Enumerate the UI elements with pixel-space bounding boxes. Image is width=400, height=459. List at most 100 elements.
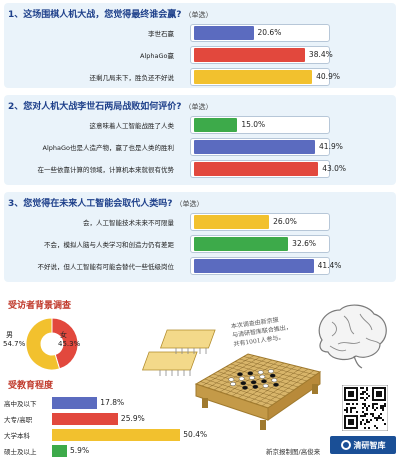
qr-module xyxy=(376,419,378,421)
bar xyxy=(194,48,305,62)
qr-module xyxy=(378,417,380,419)
pie-slice-female xyxy=(51,317,79,370)
qr-module xyxy=(360,393,362,395)
qr-module xyxy=(346,409,348,411)
qr-module xyxy=(368,395,370,397)
bar-value-label: 41.4% xyxy=(317,261,342,270)
qr-module xyxy=(346,407,348,409)
qr-module xyxy=(362,411,364,413)
black-stone xyxy=(247,371,254,376)
education-value-label: 25.9% xyxy=(120,414,145,423)
qr-module xyxy=(346,403,348,405)
education-value-label: 17.8% xyxy=(100,398,125,407)
black-stone xyxy=(242,385,248,390)
qr-module xyxy=(350,407,352,409)
qr-module xyxy=(366,413,368,415)
qr-module xyxy=(364,403,366,405)
bar-value-label: 43.0% xyxy=(322,164,347,173)
question-3-row: 会，人工智能技术未来不可限量 26.0% xyxy=(4,212,396,232)
qr-module xyxy=(380,405,382,407)
black-stone xyxy=(269,373,276,378)
option-label: 在一些依靠计算的领域，计算机本来就很有优势 xyxy=(37,166,175,174)
single-choice-note: （单选） xyxy=(184,103,213,111)
qr-module xyxy=(350,411,352,413)
qr-module xyxy=(364,413,366,415)
qr-module xyxy=(364,423,366,425)
option-label: 会，人工智能技术未来不可限量 xyxy=(83,219,174,227)
question-3-title: 3、您觉得在未来人工智能会取代人类吗? （单选） xyxy=(8,196,203,209)
education-row: 硕士及以上 5.9% xyxy=(4,444,204,458)
qr-module xyxy=(370,413,372,415)
qr-module xyxy=(364,391,366,393)
white-stone xyxy=(257,370,264,375)
qr-module xyxy=(380,407,382,409)
qr-module xyxy=(372,407,374,409)
background-title: 受访者背景调查 xyxy=(8,301,72,311)
question-3-row: 不好说，但人工智能有可能会替代一些低级岗位 41.4% xyxy=(4,256,396,276)
qr-module xyxy=(362,397,364,399)
qr-module xyxy=(366,393,368,395)
qr-module xyxy=(366,419,368,421)
option-label: AlphaGo也是人造产物，赢了也是人类的胜利 xyxy=(42,144,175,152)
qr-module xyxy=(360,421,362,423)
education-label: 大专/高职 xyxy=(4,416,33,424)
board-line xyxy=(243,356,316,376)
qr-finder xyxy=(376,391,382,397)
qr-module xyxy=(366,387,368,389)
qr-module xyxy=(382,419,384,421)
qr-module xyxy=(360,387,362,389)
bar xyxy=(194,118,238,132)
white-stone xyxy=(238,376,245,381)
qr-module xyxy=(372,415,374,417)
education-title: 受教育程度 xyxy=(8,381,54,391)
qr-module xyxy=(374,425,376,427)
go-board-illustration xyxy=(194,353,322,430)
qr-module xyxy=(382,407,384,409)
bar-value-label: 20.6% xyxy=(257,28,282,37)
pie-female-label: 女 xyxy=(60,331,67,339)
question-2-row: 这意味着人工智能战胜了人类 15.0% xyxy=(4,115,396,135)
question-title-text: 1、这场围棋人机大战，您觉得最终谁会赢? xyxy=(8,10,182,20)
pie-slice-male xyxy=(25,317,61,371)
brain-illustration xyxy=(318,304,387,369)
question-title-text: 3、您觉得在未来人工智能会取代人类吗? xyxy=(8,199,173,209)
white-stone xyxy=(259,374,266,379)
qr-module xyxy=(362,393,364,395)
qr-module xyxy=(352,403,354,405)
qr-module xyxy=(372,405,374,407)
qr-module xyxy=(374,403,376,405)
question-title-text: 2、您对人机大战李世石两局战败如何评价? xyxy=(8,102,182,112)
qr-module xyxy=(372,403,374,405)
qr-module xyxy=(376,427,378,429)
option-label: 这意味着人工智能战胜了人类 xyxy=(89,122,175,130)
single-choice-note: （单选） xyxy=(175,200,204,208)
white-stone xyxy=(249,375,255,380)
qr-module xyxy=(364,415,366,417)
qr-module xyxy=(364,399,366,401)
qr-module xyxy=(366,421,368,423)
qr-module xyxy=(384,403,386,405)
qr-module xyxy=(362,391,364,393)
qr-module xyxy=(366,409,368,411)
credit-text: 新京报制图/高俊来 xyxy=(266,448,321,456)
qr-module xyxy=(362,407,364,409)
education-value-label: 5.9% xyxy=(70,446,90,455)
question-1-row: 还剩几局未下，胜负还不好说 40.9% xyxy=(4,67,396,87)
qr-module xyxy=(382,405,384,407)
qr-module xyxy=(370,419,372,421)
bar xyxy=(194,26,254,40)
option-label: 不会，模拟人脑与人类学习和创造力仍有差距 xyxy=(44,241,174,249)
bar-value-label: 15.0% xyxy=(241,120,266,129)
education-value-label: 50.4% xyxy=(183,430,208,439)
gender-pie-chart xyxy=(25,317,79,371)
qr-module xyxy=(366,389,368,391)
education-label: 高中及以下 xyxy=(4,400,37,408)
qr-module xyxy=(344,409,346,411)
qr-module xyxy=(350,409,352,411)
qr-finder xyxy=(348,419,354,425)
black-stone xyxy=(252,384,259,389)
white-stone xyxy=(268,369,274,374)
qr-module xyxy=(366,407,368,409)
qr-module xyxy=(378,415,380,417)
board-line xyxy=(255,368,309,405)
